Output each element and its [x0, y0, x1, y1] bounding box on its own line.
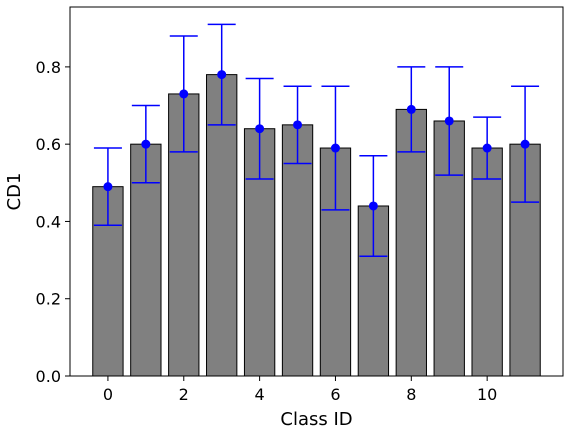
marker-9 [444, 116, 454, 126]
marker-10 [482, 143, 492, 153]
marker-7 [368, 201, 378, 211]
marker-1 [141, 139, 151, 149]
y-tick-label: 0.8 [36, 58, 61, 77]
markers-group [103, 70, 530, 211]
y-tick-label: 0.0 [36, 367, 61, 386]
bar-10 [471, 147, 503, 377]
y-axis-title: CD1 [4, 173, 25, 211]
y-tick-label: 0.2 [36, 290, 61, 309]
bar-5 [281, 124, 314, 377]
x-tick-label: 2 [179, 385, 189, 404]
x-tick-label: 10 [477, 385, 497, 404]
marker-2 [179, 89, 189, 99]
marker-3 [217, 70, 227, 80]
marker-0 [103, 182, 113, 192]
marker-6 [330, 143, 340, 153]
x-tick-label: 4 [255, 385, 265, 404]
marker-8 [406, 104, 416, 114]
marker-4 [255, 124, 265, 134]
x-tick-label: 0 [103, 385, 113, 404]
x-axis-title: Class ID [280, 409, 352, 429]
x-tick-label: 8 [406, 385, 416, 404]
plot-frame [69, 6, 564, 377]
marker-5 [293, 120, 303, 130]
x-tick-label: 6 [330, 385, 340, 404]
y-axis: 0.0 0.2 0.4 0.6 0.8 [36, 58, 70, 386]
y-tick-label: 0.4 [36, 212, 61, 231]
marker-11 [520, 139, 530, 149]
x-axis: 0 2 4 6 8 10 [103, 376, 497, 404]
bars-group [92, 74, 541, 377]
y-tick-label: 0.6 [36, 135, 61, 154]
